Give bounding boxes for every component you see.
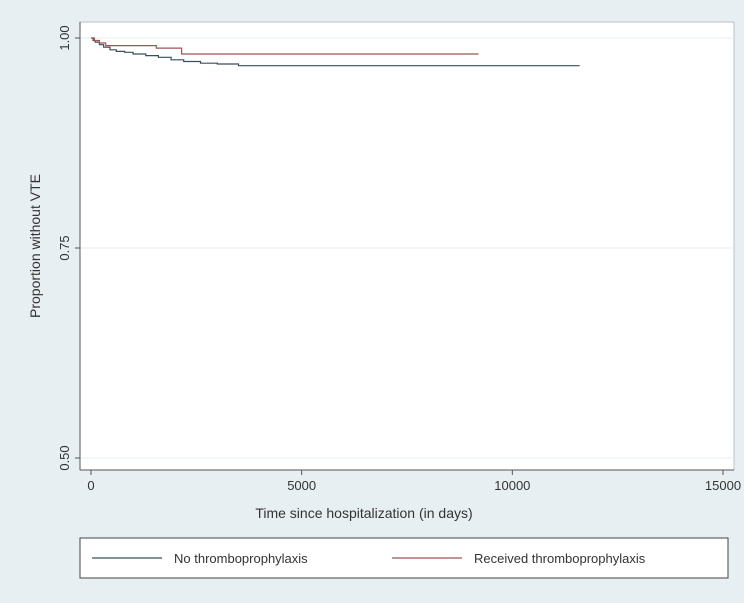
series-lines (91, 37, 580, 67)
series-line-1 (91, 37, 479, 55)
y-tick-label-1: 0.75 (57, 235, 72, 260)
x-tick-label-1: 5000 (287, 478, 316, 493)
legend: No thromboprophylaxis Received thrombopr… (79, 537, 729, 579)
x-tick-label-3: 15000 (705, 478, 741, 493)
y-tick-label-2: 1.00 (57, 25, 72, 50)
plot-area (79, 21, 735, 471)
y-axis-title: Proportion without VTE (27, 174, 43, 318)
legend-label-no-thromboprophylaxis: No thromboprophylaxis (174, 551, 308, 566)
y-tick-label-0: 0.50 (57, 445, 72, 470)
x-axis-title: Time since hospitalization (in days) (255, 505, 472, 521)
legend-label-received-thromboprophylaxis: Received thromboprophylaxis (474, 551, 646, 566)
x-tick-label-0: 0 (87, 478, 94, 493)
gridlines (80, 37, 734, 459)
x-tick-label-2: 10000 (494, 478, 530, 493)
axes: 0.50 0.75 1.00 0 5000 10000 15000 (57, 22, 741, 493)
